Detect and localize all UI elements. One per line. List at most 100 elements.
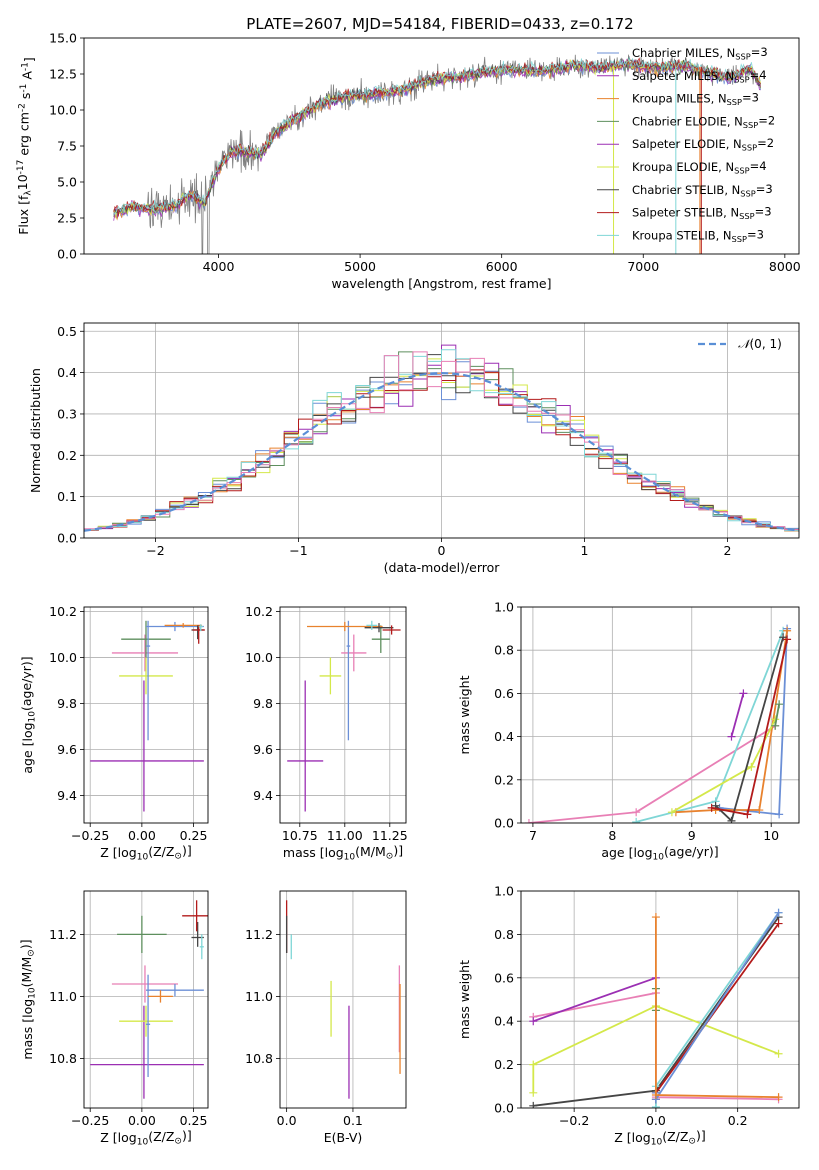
mass_weight_vs_Z-ytick-label: 0.6 xyxy=(494,970,514,985)
residuals-xtick-label: 2 xyxy=(724,543,732,558)
residuals-ytick-label: 0.0 xyxy=(57,531,77,546)
weight-series-marker xyxy=(774,919,783,928)
mass_vs_Z-xtick-label: −0.25 xyxy=(71,1113,109,1128)
spectrum-xtick-label: 8000 xyxy=(769,259,801,274)
age_vs_mass-ytick-label: 10.2 xyxy=(245,604,273,619)
mass_weight_vs_Z-ytick-label: 0.2 xyxy=(494,1057,514,1072)
mass_weight_vs_Z-xtick-label: −0.2 xyxy=(559,1113,589,1128)
age_vs_mass-xtick-label: 11.00 xyxy=(327,828,363,843)
mass_vs_ebv-plot-area xyxy=(280,891,406,1108)
mass_vs_ebv-xtick-label: 0.1 xyxy=(343,1113,363,1128)
residuals-xtick-label: −2 xyxy=(146,543,164,558)
weight-series-marker xyxy=(632,808,641,817)
legend-label: Salpeter MILES, NSSP​=4 xyxy=(632,68,767,84)
age_vs_Z-ytick-label: 9.4 xyxy=(57,788,77,803)
mass_weight_vs_age-xtick-label: 10 xyxy=(763,828,779,843)
mass_vs_Z-panel: −0.25 0.00 0.25 10.8 11.0 11.2 xyxy=(49,890,209,1128)
weight-series-marker xyxy=(771,721,780,730)
residuals-ytick-label: 0.5 xyxy=(57,324,77,339)
legend-label: Kroupa ELODIE, NSSP​=4 xyxy=(632,159,767,175)
axes-frame xyxy=(83,37,800,255)
spectrum-ytick-label: 0.0 xyxy=(57,247,77,262)
weight-series-marker xyxy=(783,635,792,644)
mass_vs_ebv-xtick-label: 0.0 xyxy=(277,1113,297,1128)
legend-label: Salpeter STELIB, NSSP​=3 xyxy=(632,205,772,221)
weight-series-marker xyxy=(524,819,533,823)
weight-series-line xyxy=(774,704,780,726)
residuals-xtick-label: 1 xyxy=(581,543,589,558)
weight-series-marker xyxy=(529,1101,538,1108)
weight-series-line xyxy=(714,636,784,823)
weight-series-marker xyxy=(667,808,676,817)
mass_weight_vs_Z-plot-area xyxy=(521,891,799,1108)
figure-title: PLATE=2607, MJD=54184, FIBERID=0433, z=0… xyxy=(246,15,633,33)
age_vs_Z-ylabel: age [log10​(age/yr)] xyxy=(19,656,38,773)
weight-series-marker xyxy=(529,1060,538,1069)
weight-series-marker xyxy=(651,1102,660,1108)
residuals-ytick-label: 0.1 xyxy=(57,489,77,504)
axes-frame xyxy=(279,890,407,1109)
mass_vs_Z-plot-area xyxy=(84,891,208,1108)
residuals-xtick-label: 0 xyxy=(438,543,446,558)
mass_weight_vs_Z-xlabel: Z [log10​(Z/Z⊙​)] xyxy=(614,1128,705,1148)
spectrum-xlabel: wavelength [Angstrom, rest frame] xyxy=(331,276,551,291)
weight-series-marker xyxy=(774,1093,783,1102)
weight-series-marker xyxy=(707,803,716,812)
mass_vs_Z-ytick-label: 11.0 xyxy=(49,989,77,1004)
weight-series-marker xyxy=(632,817,641,823)
age_vs_Z-xlabel: Z [log10​(Z/Z⊙​)] xyxy=(100,843,191,863)
weight-series-marker xyxy=(651,913,660,922)
spectrum-ylabel: Flux [fλ​10-17​ erg cm-2​ s-1​ A-1​] xyxy=(15,57,36,235)
mass_weight_vs_age-xtick-label: 7 xyxy=(529,828,537,843)
spectrum-xtick-label: 7000 xyxy=(627,259,659,274)
weight-series-marker xyxy=(783,626,792,635)
mass_vs_Z-xlabel: Z [log10​(Z/Z⊙​)] xyxy=(100,1128,191,1148)
age_vs_mass-xtick-label: 10.75 xyxy=(282,828,318,843)
age_vs_Z-xtick-label: 0.25 xyxy=(180,828,208,843)
mass_weight_vs_Z-panel: −0.2 0.0 0.2 0.0 0.2 0.4 0.6 0.8 1.0 xyxy=(494,884,800,1128)
weight-series-marker xyxy=(774,908,783,917)
mass_weight_vs_age-ytick-label: 0.6 xyxy=(494,686,514,701)
weight-series-line xyxy=(671,718,777,813)
mass_vs_ebv-xlabel: E(B-V) xyxy=(324,1130,363,1145)
residuals-panel: −2 −1 0 1 2 0.0 0.1 0.2 0.3 0.4 0.5 xyxy=(57,322,800,558)
weight-series-marker xyxy=(775,810,784,819)
axes-frame xyxy=(279,606,407,824)
legend-label: Kroupa MILES, NSSP​=3 xyxy=(632,91,759,107)
weight-series-marker xyxy=(529,1088,538,1097)
mass_vs_Z-xtick-label: 0.00 xyxy=(128,1113,156,1128)
weight-series-marker xyxy=(743,810,752,819)
age_vs_Z-ytick-label: 9.6 xyxy=(57,742,77,757)
mass_weight_vs_age-ytick-label: 0.8 xyxy=(494,643,514,658)
weight-series-line xyxy=(655,912,780,1103)
mass_vs_Z-xtick-label: 0.25 xyxy=(180,1113,208,1128)
residuals-plot-area xyxy=(84,323,799,538)
weight-series-marker xyxy=(727,732,736,741)
weight-series-marker xyxy=(727,816,736,823)
mass_weight_vs_age-ylabel: mass weight xyxy=(457,675,472,754)
spectrum-ytick-label: 7.5 xyxy=(57,139,77,154)
legend-label: Kroupa STELIB, NSSP​=3 xyxy=(632,227,764,243)
weight-series-marker xyxy=(651,1090,660,1099)
mass_weight_vs_Z-xtick-label: 0.0 xyxy=(646,1113,666,1128)
mass_weight_vs_age-ytick-label: 0.4 xyxy=(494,729,514,744)
axes-frame xyxy=(83,322,800,539)
mass_weight_vs_Z-ytick-label: 0.4 xyxy=(494,1014,514,1029)
axes-frame xyxy=(83,890,209,1109)
mass_vs_ebv-ytick-label: 11.0 xyxy=(245,989,273,1004)
age_vs_Z-panel: −0.25 0.00 0.25 9.4 9.6 9.8 10.0 10.2 xyxy=(49,604,209,843)
age_vs_Z-ytick-label: 10.2 xyxy=(49,604,77,619)
age_vs_Z-plot-area xyxy=(84,607,208,823)
mass_weight_vs_age-xtick-label: 8 xyxy=(608,828,616,843)
spectrum-ytick-label: 12.5 xyxy=(49,67,77,82)
axes-frame xyxy=(520,606,800,824)
mass_vs_Z-ytick-label: 11.2 xyxy=(49,927,77,942)
weight-series-line xyxy=(532,1005,779,1093)
spectrum-ytick-label: 15.0 xyxy=(49,31,77,46)
residuals-xlabel: (data-model)/error xyxy=(384,560,501,575)
legend-label: 𝒩(0, 1) xyxy=(738,337,782,351)
mass_vs_Z-ytick-label: 10.8 xyxy=(49,1051,77,1066)
axes-frame xyxy=(83,606,209,824)
mass_vs_ebv-ytick-label: 10.8 xyxy=(245,1051,273,1066)
